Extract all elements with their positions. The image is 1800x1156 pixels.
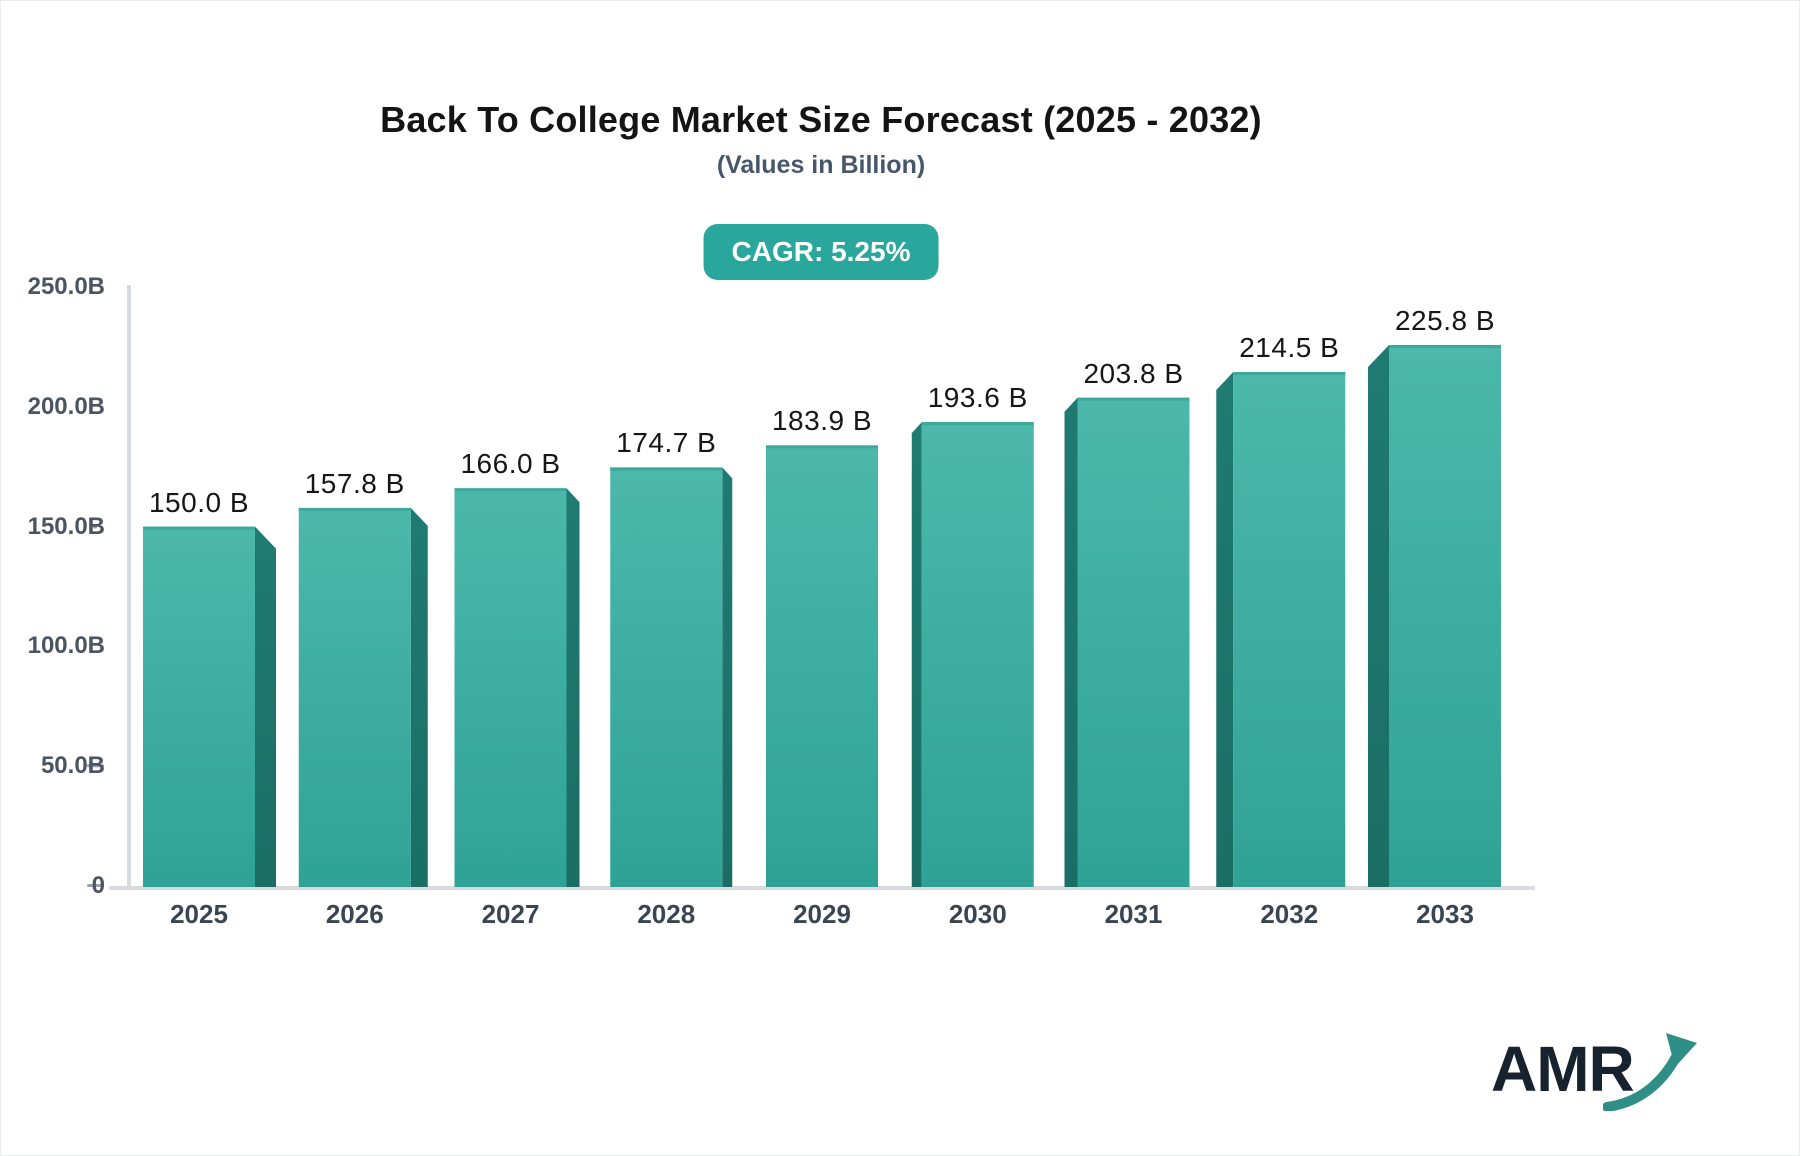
y-axis-tick — [87, 884, 104, 887]
bar-side-face — [722, 467, 733, 887]
x-axis-tick-label: 2029 — [793, 899, 851, 929]
x-axis-tick-label: 2027 — [481, 899, 540, 929]
x-axis-tick-label: 2030 — [948, 899, 1007, 929]
bar-value-label: 225.8 B — [1394, 304, 1496, 336]
chart-subtitle: (Values in Billion) — [716, 151, 926, 179]
y-axis-tick-label: 100.0B — [27, 632, 105, 660]
y-axis-tick-label: 200.0B — [27, 392, 105, 420]
bar-2027 — [454, 488, 580, 887]
x-axis-tick-label: 2031 — [1104, 899, 1163, 929]
bar-top-edge — [610, 467, 723, 471]
bar-front-face — [610, 467, 723, 887]
bar-side-face — [1368, 344, 1389, 888]
bar-top-edge — [454, 488, 567, 492]
bar-side-face — [410, 507, 428, 887]
cagr-badge: CAGR: 5.25% — [703, 224, 939, 280]
chart-header: Back To College Market Size Forecast (20… — [1, 1, 1641, 301]
bar-side-face — [255, 526, 276, 887]
bar-top-edge — [1077, 397, 1190, 401]
bar-top-edge — [1389, 344, 1501, 348]
y-axis-tick-dot — [93, 524, 97, 529]
x-axis-tick-label: 2025 — [170, 899, 228, 929]
bar-front-face — [921, 422, 1034, 887]
bar-front-face — [143, 526, 255, 887]
y-axis-tick-label: 250.0B — [27, 273, 105, 300]
bar-front-face — [1233, 372, 1346, 888]
y-axis-tick-label: 0 — [91, 872, 105, 899]
bar-2025 — [143, 526, 276, 887]
x-axis-tick-label: 2028 — [637, 899, 696, 929]
x-axis-tick-label: 2032 — [1260, 899, 1319, 929]
bar-top-edge — [298, 507, 411, 511]
bar-top-edge — [1233, 372, 1346, 376]
bar-value-label: 214.5 B — [1239, 332, 1340, 364]
bar-value-label: 157.8 B — [304, 467, 405, 499]
bar-2032 — [1216, 372, 1346, 888]
bar-value-label: 193.6 B — [927, 382, 1028, 414]
bar-2030 — [911, 422, 1034, 887]
bar-side-face — [1216, 372, 1234, 888]
chart-title: Back To College Market Size Forecast (20… — [380, 99, 1262, 140]
bar-side-face — [911, 422, 922, 887]
bar-2031 — [1064, 397, 1190, 887]
amr-logo: AMR — [1491, 1029, 1701, 1111]
x-axis-tick-label: 2026 — [325, 899, 384, 929]
bar-2028 — [610, 467, 733, 887]
x-axis-line — [109, 886, 1535, 890]
bar-value-label: 203.8 B — [1083, 357, 1184, 389]
growth-arrow-icon — [1603, 1033, 1697, 1111]
y-axis-line — [127, 285, 131, 890]
y-axis-tick-label: 150.0B — [27, 512, 105, 540]
bar-side-face — [566, 488, 580, 887]
bar-value-label: 150.0 B — [148, 486, 250, 518]
bar-front-face — [454, 488, 567, 887]
bar-value-label: 183.9 B — [771, 405, 873, 437]
bar-top-edge — [921, 422, 1034, 426]
x-axis-tick-label: 2033 — [1416, 899, 1474, 929]
bar-top-edge — [766, 445, 878, 449]
bar-front-face — [1077, 397, 1190, 887]
bar-value-label: 166.0 B — [460, 448, 561, 480]
bar-front-face — [298, 507, 411, 887]
bar-2029 — [766, 445, 878, 887]
y-axis-tick-label: 50.0B — [40, 752, 105, 780]
bar-value-label: 174.7 B — [616, 427, 717, 459]
bar-front-face — [766, 445, 878, 887]
y-axis-tick — [87, 764, 104, 768]
bar-2026 — [298, 507, 428, 887]
bar-top-edge — [143, 526, 255, 530]
bar-side-face — [1064, 397, 1078, 887]
bar-2033 — [1368, 344, 1501, 888]
amr-logo-text: AMR — [1491, 1033, 1635, 1105]
bar-front-face — [1389, 344, 1501, 888]
